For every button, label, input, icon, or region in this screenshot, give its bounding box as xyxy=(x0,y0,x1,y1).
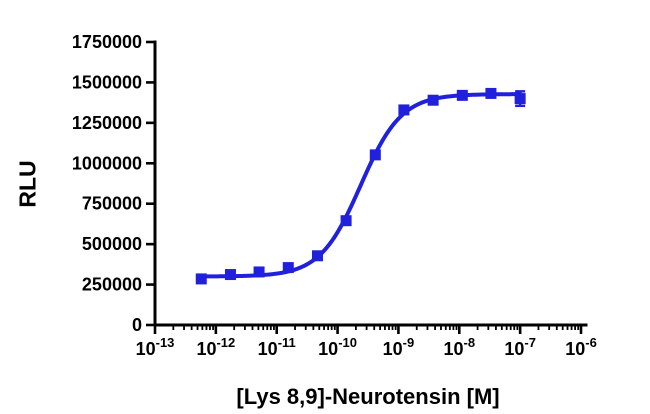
svg-text:750000: 750000 xyxy=(82,194,142,214)
svg-text:1000000: 1000000 xyxy=(72,153,142,173)
x-axis-label: [Lys 8,9]-Neurotensin [M] xyxy=(236,384,500,409)
svg-text:10-6: 10-6 xyxy=(565,335,597,359)
svg-text:1500000: 1500000 xyxy=(72,72,142,92)
svg-text:10-7: 10-7 xyxy=(504,335,536,359)
svg-text:10-10: 10-10 xyxy=(318,335,357,359)
svg-text:10-11: 10-11 xyxy=(258,335,296,359)
svg-text:10-12: 10-12 xyxy=(196,335,235,359)
y-axis-label: RLU xyxy=(14,160,41,208)
svg-text:0: 0 xyxy=(132,315,142,335)
svg-text:1250000: 1250000 xyxy=(72,113,142,133)
svg-text:10-9: 10-9 xyxy=(383,335,415,359)
svg-text:1750000: 1750000 xyxy=(72,32,142,52)
svg-text:10-13: 10-13 xyxy=(136,335,175,359)
svg-text:10-8: 10-8 xyxy=(443,335,475,359)
svg-text:500000: 500000 xyxy=(82,234,142,254)
svg-text:250000: 250000 xyxy=(82,275,142,295)
